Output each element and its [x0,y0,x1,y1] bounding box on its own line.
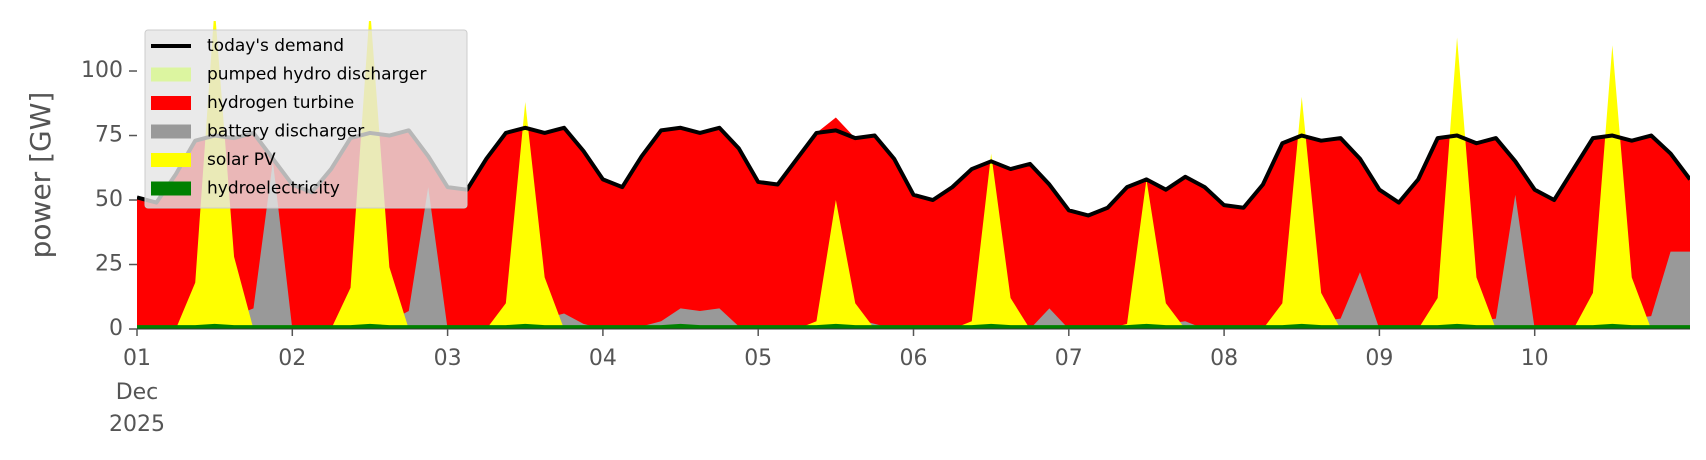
x-tick-label: 01 [123,346,151,371]
area [137,21,1690,329]
legend-swatch [151,153,191,167]
area [137,323,1690,329]
x-tick-label: 09 [1365,346,1393,371]
x-tick-label: 04 [589,346,617,371]
y-tick-label: 25 [95,252,123,277]
x-tick-label: 07 [1055,346,1083,371]
legend: today's demand pumped hydro discharger hyd… [144,29,468,209]
legend-label: hydroelectricity [207,179,340,199]
legend-swatch [151,124,191,139]
x-tick-label: 06 [900,346,928,371]
x-year-label: 2025 [109,412,165,437]
x-tick-label: 03 [434,346,462,371]
legend-swatch [151,67,191,82]
legend-label: solar PV [207,150,276,170]
plot-area [137,21,1690,329]
y-axis-label: power [GW] [24,92,57,259]
x-tick-label: 05 [744,346,772,371]
legend-label: pumped hydro discharger [207,65,426,85]
legend-label: today's demand [207,36,344,56]
legend-label: hydrogen turbine [207,93,354,113]
y-tick-label: 75 [95,123,123,148]
legend-box [144,29,468,209]
x-tick-label: 08 [1210,346,1238,371]
legend-label: battery discharger [207,122,364,142]
y-tick-label: 0 [109,316,123,341]
legend-swatch [151,96,191,110]
x-month-label: Dec [116,380,159,405]
x-tick-label: 02 [278,346,306,371]
y-tick-label: 50 [95,187,123,212]
legend-swatch [151,181,191,196]
y-tick-label: 100 [81,58,123,83]
x-tick-label: 10 [1521,346,1549,371]
